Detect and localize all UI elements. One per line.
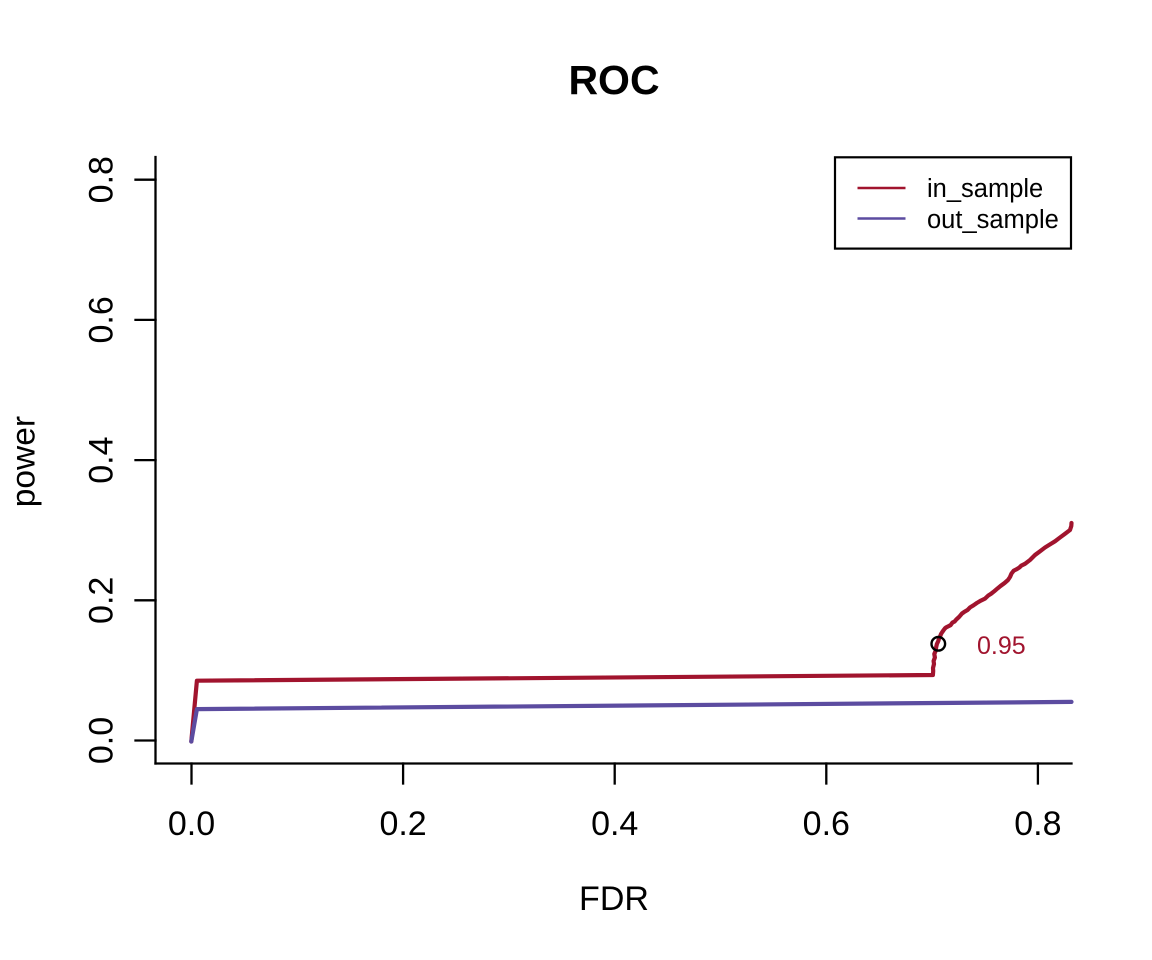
svg-text:0.0: 0.0: [83, 717, 121, 764]
svg-text:0.0: 0.0: [168, 805, 215, 843]
svg-text:out_sample: out_sample: [927, 206, 1059, 234]
svg-text:0.2: 0.2: [379, 805, 426, 843]
svg-text:0.8: 0.8: [83, 156, 121, 203]
svg-text:0.4: 0.4: [591, 805, 638, 843]
svg-text:0.6: 0.6: [83, 296, 121, 343]
svg-text:0.95: 0.95: [977, 632, 1026, 660]
svg-text:in_sample: in_sample: [927, 175, 1043, 203]
svg-text:ROC: ROC: [568, 57, 659, 103]
svg-text:FDR: FDR: [579, 880, 649, 918]
svg-text:0.2: 0.2: [83, 577, 121, 624]
svg-text:0.8: 0.8: [1014, 805, 1061, 843]
svg-text:power: power: [6, 416, 43, 507]
svg-text:0.4: 0.4: [83, 436, 121, 483]
svg-text:0.6: 0.6: [803, 805, 850, 843]
